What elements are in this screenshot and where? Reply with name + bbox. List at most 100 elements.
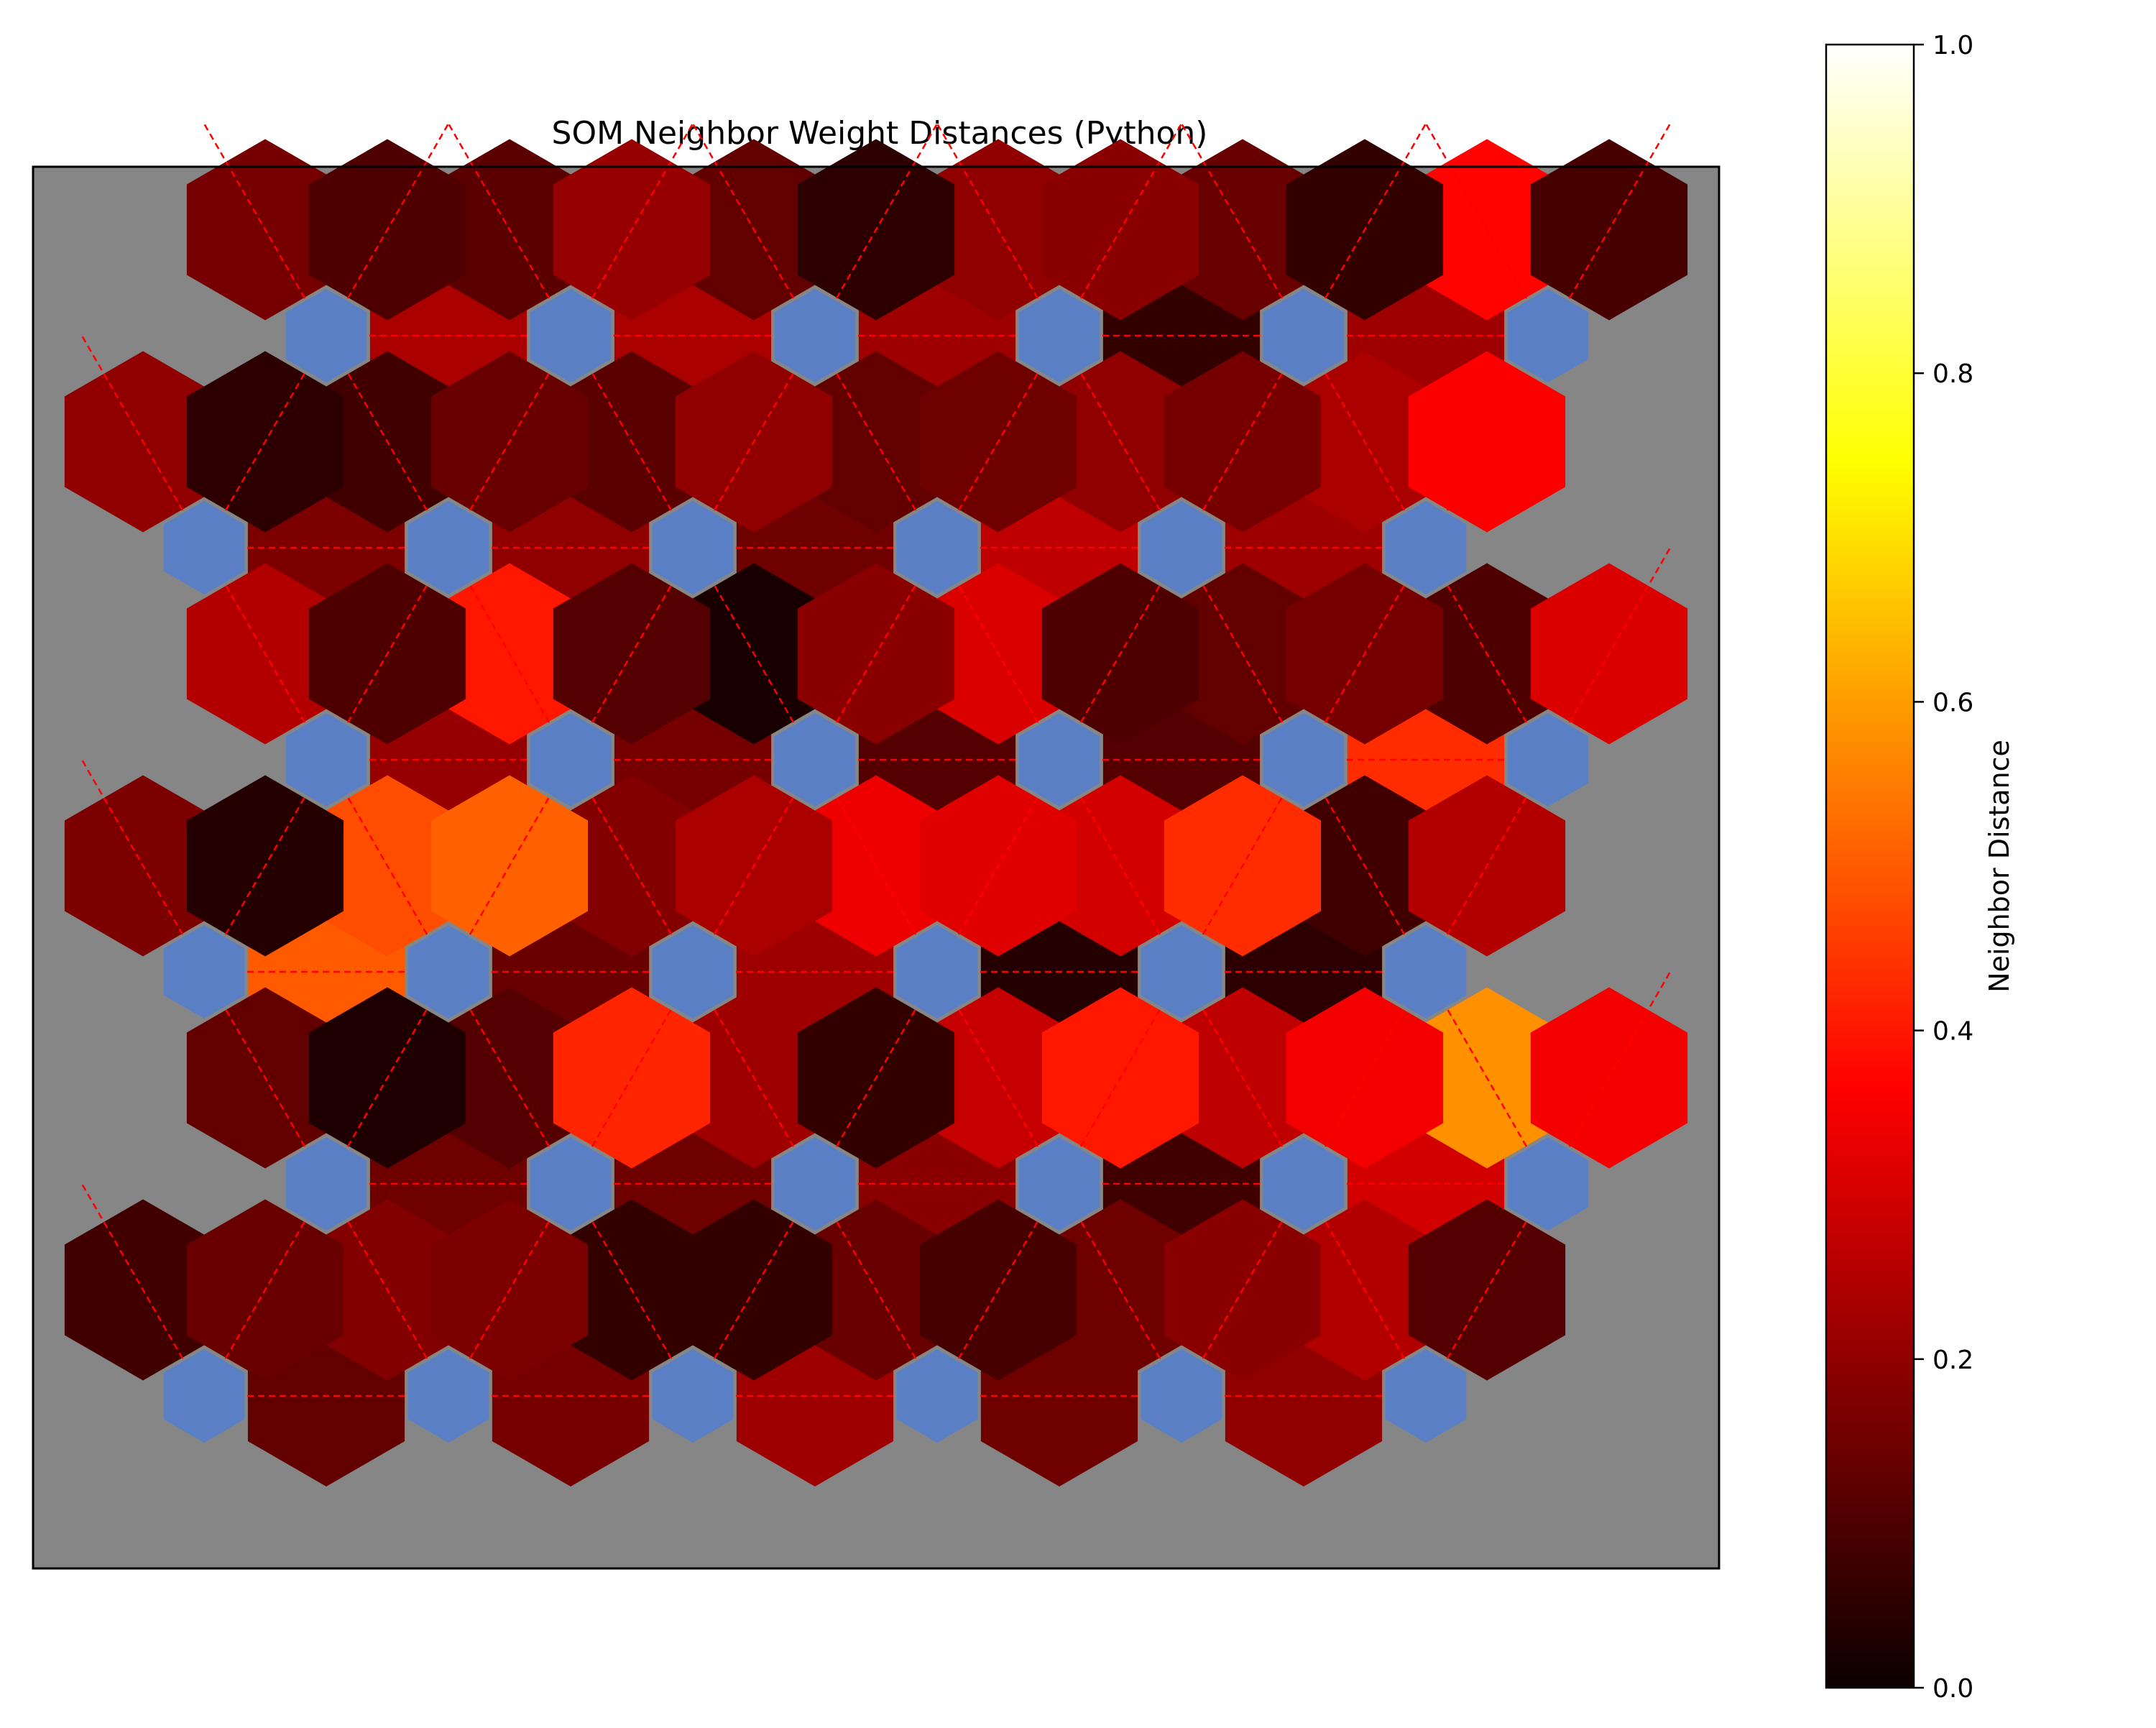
connection-line-ul-54	[80, 335, 206, 548]
connection-line-ul-53	[1424, 547, 1549, 760]
neuron-3-3	[1018, 713, 1100, 806]
connection-line-ur-80	[691, 759, 816, 973]
connection-line-ul-50	[691, 547, 816, 760]
neuron-0-4	[1141, 1349, 1222, 1443]
connection-line-ur-82	[1180, 759, 1305, 973]
connection-line-ur-67	[447, 1183, 572, 1397]
connection-line-ul-64	[1180, 123, 1305, 336]
connection-line-ul-31	[325, 1183, 450, 1397]
connection-line-ul-34	[1058, 1183, 1183, 1397]
neuron-5-1	[530, 289, 612, 382]
neuron-5-2	[774, 289, 856, 382]
neuron-1-1	[530, 1137, 612, 1231]
connection-line-ul-48	[203, 547, 328, 760]
neuron-layer	[163, 289, 1589, 1443]
connection-line-ul-46	[1058, 759, 1183, 973]
connection-line-ul-41	[1424, 971, 1549, 1185]
neuron-1-0	[285, 1137, 367, 1231]
neuron-1-2	[774, 1137, 856, 1231]
connection-line-ul-65	[1424, 123, 1549, 336]
neuron-5-3	[1018, 289, 1100, 382]
connection-line-ur-99	[1058, 123, 1183, 336]
connection-line-ur-96	[325, 123, 450, 336]
connection-line-ur-78	[203, 759, 328, 973]
connection-line-ul-45	[814, 759, 939, 973]
connection-line-ul-40	[1180, 971, 1305, 1185]
connection-line-ur-92	[691, 335, 816, 548]
connection-line-ur-77	[1547, 971, 1672, 1185]
neuron-2-1	[407, 925, 489, 1019]
connection-line-ur-86	[814, 547, 939, 760]
neuron-3-5	[1507, 713, 1589, 806]
connection-line-ur-94	[1180, 335, 1305, 548]
connection-line-ur-90	[203, 335, 328, 548]
connection-line-ur-74	[814, 971, 939, 1185]
colorbar-tick-label-0: 0.0	[1932, 1674, 1973, 1704]
connection-line-ul-37	[447, 971, 572, 1185]
colorbar-tick-label-1: 0.2	[1932, 1346, 1973, 1375]
neuron-0-0	[163, 1349, 245, 1443]
connection-line-ur-69	[936, 1183, 1061, 1397]
connection-line-ul-32	[569, 1183, 694, 1397]
connection-lines	[80, 123, 1672, 1397]
neuron-1-3	[1018, 1137, 1100, 1231]
neuron-2-3	[896, 925, 978, 1019]
connection-line-ur-93	[936, 335, 1061, 548]
neuron-2-0	[163, 925, 245, 1019]
connection-line-ul-63	[936, 123, 1061, 336]
colorbar	[1825, 43, 1915, 1689]
neuron-4-1	[407, 501, 489, 594]
connection-line-ur-73	[569, 971, 694, 1185]
colorbar-tick-label-2: 0.4	[1932, 1017, 1973, 1047]
connection-line-ul-35	[1302, 1183, 1427, 1397]
neuron-2-4	[1141, 925, 1222, 1019]
connection-line-ur-81	[936, 759, 1061, 973]
connection-line-ul-47	[1302, 759, 1427, 973]
connection-line-ur-87	[1058, 547, 1183, 760]
neuron-4-0	[163, 501, 245, 594]
connection-line-ul-30	[80, 1183, 206, 1397]
colorbar-label: Neighbor Distance	[1984, 740, 2015, 993]
connection-line-ul-61	[447, 123, 572, 336]
connection-line-ur-97	[569, 123, 694, 336]
neuron-0-1	[407, 1349, 489, 1443]
connection-line-ul-51	[936, 547, 1061, 760]
connection-line-ul-60	[203, 123, 328, 336]
plot-frame	[32, 165, 1720, 1570]
connection-line-ur-72	[325, 971, 450, 1185]
neuron-3-4	[1263, 713, 1345, 806]
connection-line-ul-38	[691, 971, 816, 1185]
connection-line-ur-95	[1424, 335, 1549, 548]
connection-line-ul-57	[814, 335, 939, 548]
neuron-2-5	[1385, 925, 1467, 1019]
connection-line-ul-42	[80, 759, 206, 973]
connection-line-ur-88	[1302, 547, 1427, 760]
connection-line-ul-62	[691, 123, 816, 336]
neuron-3-0	[285, 713, 367, 806]
connection-line-ur-70	[1180, 1183, 1305, 1397]
neuron-5-4	[1263, 289, 1345, 382]
connection-line-ul-58	[1058, 335, 1183, 548]
neuron-1-5	[1507, 1137, 1589, 1231]
connection-line-ul-59	[1302, 335, 1427, 548]
colorbar-tick-label-5: 1.0	[1932, 31, 1973, 60]
connection-line-ul-39	[936, 971, 1061, 1185]
neuron-3-2	[774, 713, 856, 806]
connection-line-ur-85	[569, 547, 694, 760]
colorbar-tick-label-4: 0.8	[1932, 359, 1973, 389]
connection-line-ul-33	[814, 1183, 939, 1397]
connection-line-ur-89	[1547, 547, 1672, 760]
neuron-0-2	[652, 1349, 734, 1443]
neuron-4-2	[652, 501, 734, 594]
neuron-0-5	[1385, 1349, 1467, 1443]
connection-line-ur-98	[814, 123, 939, 336]
connection-line-ul-52	[1180, 547, 1305, 760]
neuron-3-1	[530, 713, 612, 806]
connection-line-ur-101	[1547, 123, 1672, 336]
connection-line-ul-56	[569, 335, 694, 548]
neuron-5-0	[285, 289, 367, 382]
neuron-0-3	[896, 1349, 978, 1443]
connection-line-ul-55	[325, 335, 450, 548]
neuron-5-5	[1507, 289, 1589, 382]
connection-line-ur-84	[325, 547, 450, 760]
